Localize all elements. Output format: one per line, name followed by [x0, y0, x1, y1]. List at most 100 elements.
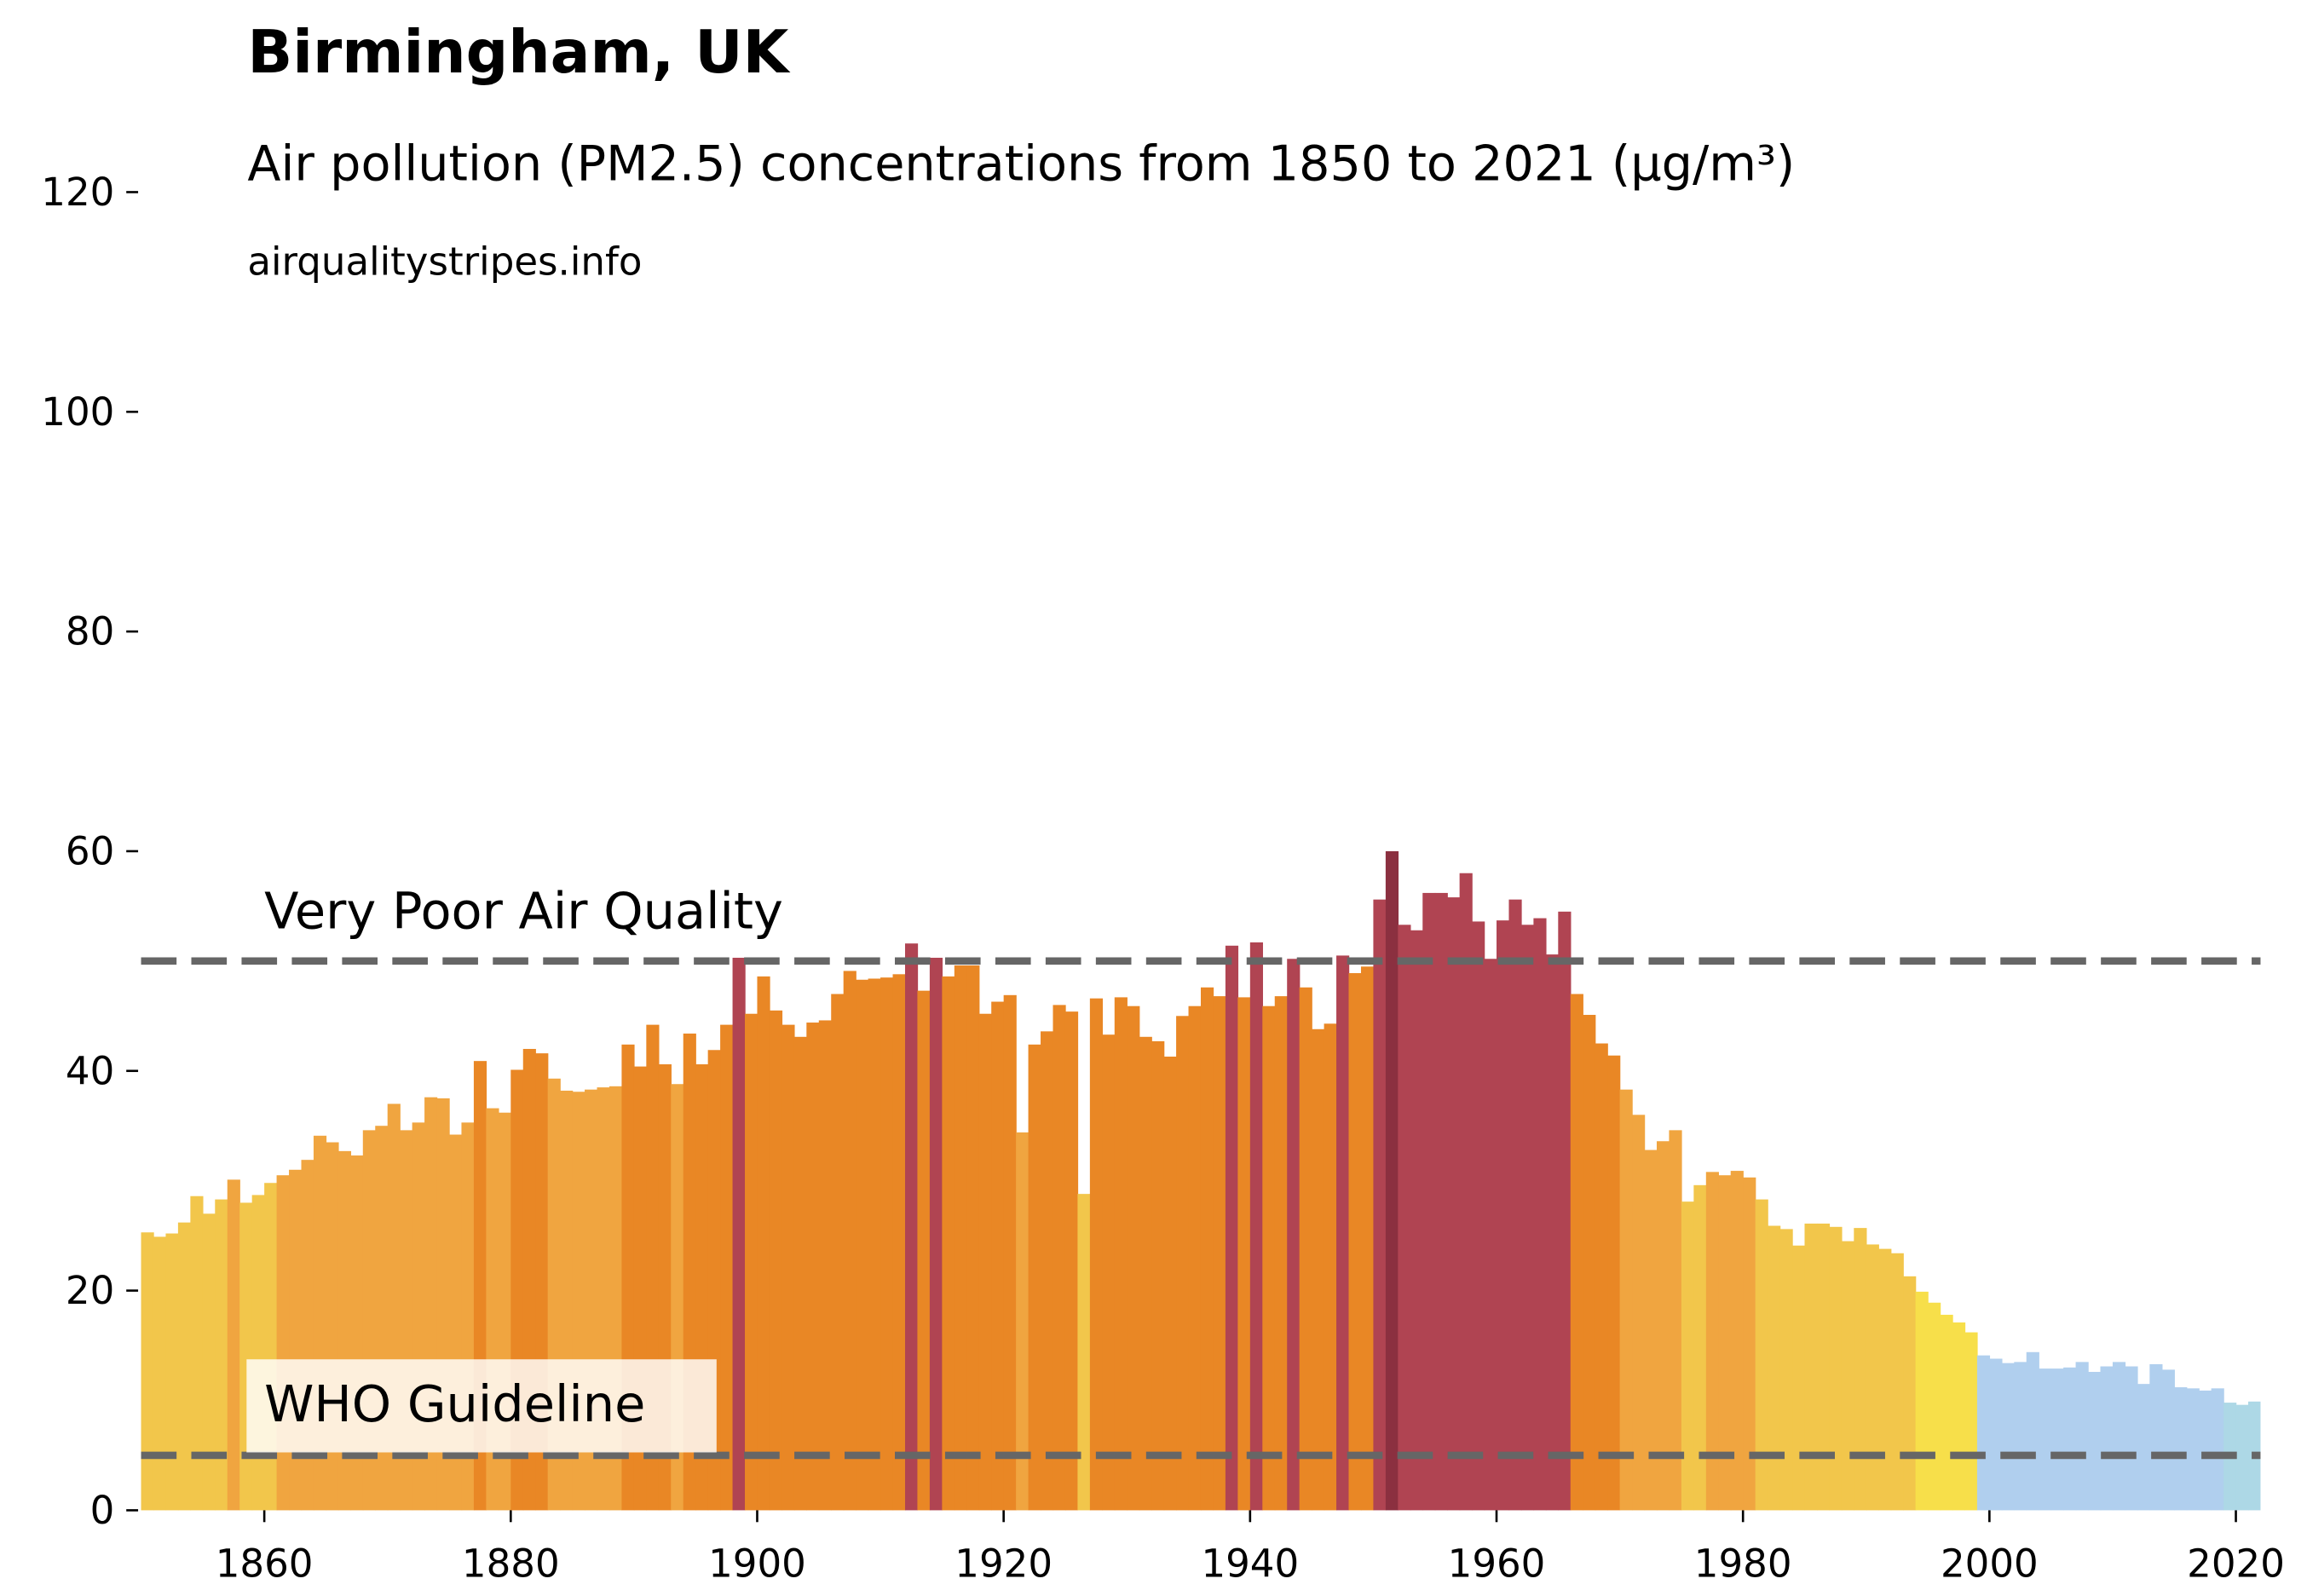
bar	[289, 1169, 303, 1511]
bar	[2026, 1351, 2039, 1511]
bar	[1508, 899, 1522, 1511]
bar	[2199, 1390, 2212, 1511]
bar	[1730, 1171, 1744, 1511]
bar	[1718, 1175, 1732, 1511]
bar	[1213, 996, 1226, 1511]
bar	[1768, 1225, 1781, 1511]
bar	[1410, 930, 1423, 1511]
bar	[177, 1222, 192, 1511]
bar	[831, 994, 845, 1511]
bar	[264, 1183, 278, 1511]
bar	[1656, 1141, 1670, 1511]
bar	[1312, 1028, 1325, 1511]
x-tick-label: 1900	[708, 1541, 806, 1586]
y-tick-label: 120	[41, 170, 114, 215]
bar	[1595, 1043, 1608, 1511]
bar	[1669, 1130, 1682, 1511]
bar	[2235, 1404, 2249, 1511]
bar	[2088, 1371, 2102, 1511]
y-tick-label: 100	[41, 389, 114, 435]
bar	[227, 1179, 240, 1511]
bar	[892, 974, 906, 1511]
bar	[2137, 1384, 2151, 1511]
bar	[929, 957, 943, 1511]
bar	[1114, 997, 1128, 1511]
bar	[954, 965, 967, 1511]
bar	[1077, 1194, 1091, 1511]
bar	[1570, 994, 1583, 1511]
bar	[856, 979, 869, 1511]
bar	[1151, 1040, 1165, 1511]
bar	[1373, 899, 1387, 1511]
bar	[1619, 1089, 1633, 1511]
bar	[1225, 945, 1239, 1511]
bar	[1940, 1314, 1953, 1511]
bar	[1484, 959, 1497, 1511]
bar	[1064, 1011, 1079, 1511]
bar	[732, 957, 746, 1511]
bar	[1348, 973, 1362, 1511]
bar	[326, 1142, 339, 1511]
bar	[1459, 873, 1473, 1511]
bar	[1583, 1015, 1596, 1511]
bar	[1755, 1199, 1768, 1511]
bar	[1607, 1055, 1621, 1511]
y-tick-label: 60	[66, 829, 114, 874]
reference-label-bg	[246, 1359, 717, 1453]
bar	[1792, 1245, 1806, 1511]
bar	[904, 943, 919, 1511]
bar	[1816, 1223, 1831, 1511]
chart-subtitle: Air pollution (PM2.5) concentrations fro…	[247, 136, 1795, 193]
x-tick-label: 1980	[1694, 1541, 1792, 1586]
bar	[1705, 1172, 1719, 1511]
bar	[2001, 1363, 2015, 1511]
bar	[1841, 1241, 1855, 1511]
bar	[2100, 1366, 2114, 1511]
bar	[2161, 1369, 2175, 1511]
bar	[202, 1213, 216, 1511]
bar	[1743, 1177, 1756, 1511]
bar	[1422, 892, 1436, 1511]
y-tick-label: 80	[66, 609, 114, 654]
bar	[1497, 920, 1510, 1511]
reference-label: WHO Guideline	[264, 1374, 645, 1433]
bar	[141, 1232, 154, 1511]
bar	[1952, 1322, 1966, 1511]
x-tick-label: 1940	[1201, 1541, 1299, 1586]
bar	[153, 1236, 167, 1511]
bar	[1545, 954, 1559, 1511]
bar	[2112, 1362, 2126, 1511]
bar	[1053, 1005, 1066, 1511]
bar	[769, 1010, 783, 1511]
bar	[1854, 1228, 1867, 1511]
bar	[1520, 925, 1535, 1511]
bar	[818, 1020, 832, 1511]
bar	[1028, 1044, 1041, 1511]
bar	[1829, 1226, 1843, 1511]
x-tick-label: 2000	[1941, 1541, 2039, 1586]
x-tick-label: 2020	[2187, 1541, 2285, 1586]
bar	[2149, 1363, 2163, 1511]
bar	[1890, 1253, 1904, 1511]
bar	[1533, 918, 1547, 1511]
y-tick-label: 40	[66, 1048, 114, 1093]
bar	[1324, 1023, 1337, 1511]
bar	[1016, 1132, 1029, 1511]
bar	[1964, 1332, 1978, 1511]
bar	[2075, 1362, 2089, 1511]
bar	[720, 1024, 734, 1511]
bar	[1176, 1016, 1190, 1511]
bar	[1188, 1005, 1202, 1511]
bar	[1632, 1115, 1646, 1511]
bar	[1928, 1302, 1941, 1511]
bar	[2174, 1387, 2188, 1511]
bar	[1003, 994, 1017, 1511]
y-tick-label: 20	[66, 1268, 114, 1313]
bar	[1903, 1276, 1917, 1511]
bar	[1434, 892, 1448, 1511]
bar	[1472, 921, 1485, 1511]
bar	[868, 978, 881, 1511]
bar	[880, 977, 894, 1511]
reference-label: Very Poor Air Quality	[264, 882, 783, 941]
